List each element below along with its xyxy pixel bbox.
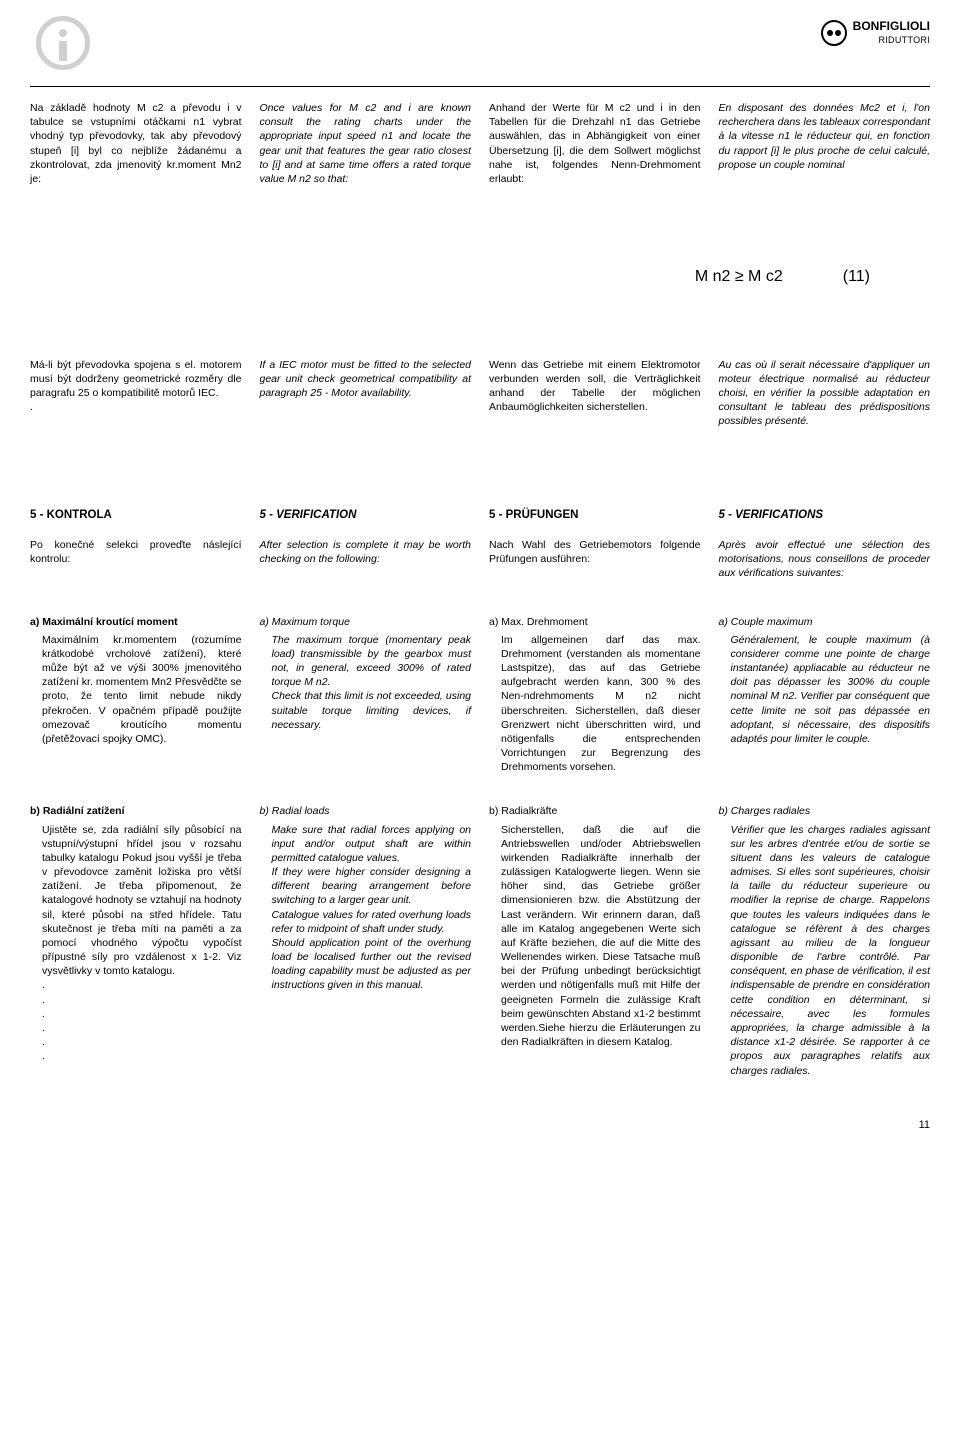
sub-b-c1: Ujistěte se, zda radiální síly působící …: [42, 823, 242, 1064]
intro-columns-1: Na základě hodnoty M c2 a převodu i v ta…: [30, 101, 930, 196]
sub-a-h4: a) Couple maximum: [719, 615, 931, 629]
brand-logo-icon: [821, 20, 847, 46]
brand-block: BONFIGLIOLI RIDUTTORI: [821, 20, 930, 46]
block1-col4: En disposant des données Mc2 et i, l'on …: [719, 101, 931, 172]
sub-a-headings: a) Maximální kroutící moment Maximálním …: [30, 615, 930, 785]
sub-b-h1: b) Radiální zatížení: [30, 804, 242, 818]
sub-a-h2: a) Maximum torque: [260, 615, 472, 629]
block1-col2: Once values for M c2 and i are known con…: [260, 101, 472, 186]
sub-b-row: b) Radiální zatížení Ujistěte se, zda ra…: [30, 804, 930, 1087]
sub-a-c1: Maximálním kr.momentem (rozumíme krátkod…: [42, 633, 242, 746]
formula-num: (11): [843, 266, 870, 288]
block2-col1: Má-li být převodovka spojena s el. motor…: [30, 358, 242, 415]
sec-h1: 5 - KONTROLA: [30, 508, 242, 524]
sub-b-h2: b) Radial loads: [260, 804, 472, 818]
intro-c4: Après avoir effectué une sélection des m…: [719, 538, 931, 581]
info-icon: [30, 10, 100, 80]
block2-col2: If a IEC motor must be fitted to the sel…: [260, 358, 472, 401]
intro-c2: After selection is complete it may be wo…: [260, 538, 472, 566]
sub-a-h1: a) Maximální kroutící moment: [30, 615, 242, 629]
brand-sub: RIDUTTORI: [853, 34, 930, 46]
sub-a-c4: Généralement, le couple maximum (à consi…: [731, 633, 931, 746]
sec-h3: 5 - PRÜFUNGEN: [489, 508, 701, 524]
sub-b-h3: b) Radialkräfte: [489, 804, 701, 818]
header-bar: BONFIGLIOLI RIDUTTORI: [30, 20, 930, 80]
sub-b-h4: b) Charges radiales: [719, 804, 931, 818]
divider: [30, 86, 930, 87]
section-intro-row: Po konečné selekci proveďte náslející ko…: [30, 538, 930, 591]
sub-a-c2: The maximum torque (momentary peak load)…: [272, 633, 472, 732]
sub-b-c3: Sicherstellen, daß die auf die Antriebsw…: [501, 823, 701, 1050]
sub-a-h3: a) Max. Drehmoment: [489, 615, 701, 629]
formula-row: M n2 ≥ M c2 (11): [30, 266, 930, 288]
sub-a-c3: Im allgemeinen darf das max. Drehmoment …: [501, 633, 701, 775]
block2-col4: Au cas où il serait nécessaire d'appliqu…: [719, 358, 931, 429]
sub-b-c4: Vérifier que les charges radiales agissa…: [731, 823, 931, 1078]
page-number: 11: [30, 1118, 930, 1133]
brand-name: BONFIGLIOLI: [853, 20, 930, 33]
sub-b-c2: Make sure that radial forces applying on…: [272, 823, 472, 993]
sec-h2: 5 - VERIFICATION: [260, 508, 472, 524]
intro-columns-2: Má-li být převodovka spojena s el. motor…: [30, 358, 930, 439]
section-headings: 5 - KONTROLA 5 - VERIFICATION 5 - PRÜFUN…: [30, 508, 930, 524]
sec-h4: 5 - VERIFICATIONS: [719, 508, 931, 524]
block1-col1: Na základě hodnoty M c2 a převodu i v ta…: [30, 101, 242, 186]
block1-col3: Anhand der Werte für M c2 und i in den T…: [489, 101, 701, 186]
formula-expr: M n2 ≥ M c2: [695, 266, 783, 288]
block2-col3: Wenn das Getriebe mit einem Elektromotor…: [489, 358, 701, 415]
intro-c1: Po konečné selekci proveďte náslející ko…: [30, 538, 242, 566]
intro-c3: Nach Wahl des Getriebemotors folgende Pr…: [489, 538, 701, 566]
